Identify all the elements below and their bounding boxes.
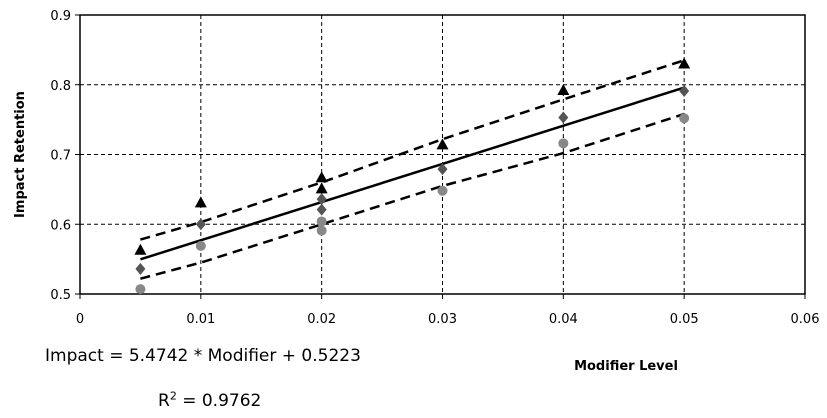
- diamond-point: [135, 262, 146, 275]
- x-tick-label: 0.04: [549, 312, 578, 327]
- triangle-point: [194, 196, 207, 208]
- series-circle: [135, 113, 690, 295]
- y-axis-title: Impact Retention: [13, 91, 28, 218]
- circle-point: [195, 240, 206, 251]
- triangle-point: [315, 171, 328, 183]
- x-tick-label: 0.01: [186, 312, 215, 327]
- upper-confidence-band: [140, 59, 685, 241]
- circle-point: [679, 113, 690, 124]
- circle-point: [316, 225, 327, 236]
- x-axis-title: Modifier Level: [574, 359, 678, 374]
- diamond-point: [437, 163, 448, 176]
- regression-fit-line: [140, 86, 685, 261]
- x-tick-label: 0.03: [428, 312, 457, 327]
- x-axis-tick-labels: 0 0.01 0.02 0.03 0.04 0.05 0.06: [76, 312, 820, 327]
- x-tick-label: 0.06: [791, 312, 820, 327]
- diamond-point: [316, 193, 327, 206]
- series-diamond: [135, 85, 690, 275]
- diamond-point: [195, 218, 206, 231]
- y-tick-label: 0.8: [50, 79, 71, 94]
- x-tick-label: 0.05: [670, 312, 699, 327]
- regression-equation: Impact = 5.4742 * Modifier + 0.5223: [45, 346, 361, 366]
- y-tick-label: 0.6: [50, 218, 71, 233]
- triangle-point: [134, 243, 147, 255]
- triangle-point: [436, 138, 449, 150]
- triangle-point: [315, 182, 328, 194]
- y-axis-tick-labels: 0.5 0.6 0.7 0.8 0.9: [50, 9, 71, 303]
- x-tick-label: 0: [76, 312, 84, 327]
- y-tick-label: 0.9: [50, 9, 71, 24]
- circle-point: [316, 216, 327, 227]
- y-tick-label: 0.5: [50, 288, 71, 303]
- r-squared-symbol: R: [158, 391, 170, 411]
- r-squared-superscript: 2: [169, 389, 177, 403]
- data-points: [134, 57, 691, 295]
- diamond-point: [679, 85, 690, 98]
- diamond-point: [558, 111, 569, 124]
- y-tick-label: 0.7: [50, 149, 71, 164]
- grid: [75, 14, 806, 299]
- r-squared: R2 = 0.9762: [158, 389, 262, 411]
- fit-line-group: [140, 86, 685, 261]
- triangle-point: [678, 57, 691, 69]
- r-squared-value: = 0.9762: [176, 391, 262, 411]
- plot-area-frame: [79, 14, 806, 295]
- circle-point: [558, 138, 569, 149]
- circle-point: [437, 185, 448, 196]
- series-triangle: [134, 57, 691, 255]
- x-tick-label: 0.02: [307, 312, 336, 327]
- circle-point: [135, 284, 146, 295]
- diamond-point: [316, 203, 327, 216]
- confidence-bands: [140, 59, 685, 280]
- triangle-point: [557, 84, 570, 96]
- lower-confidence-band: [140, 112, 685, 280]
